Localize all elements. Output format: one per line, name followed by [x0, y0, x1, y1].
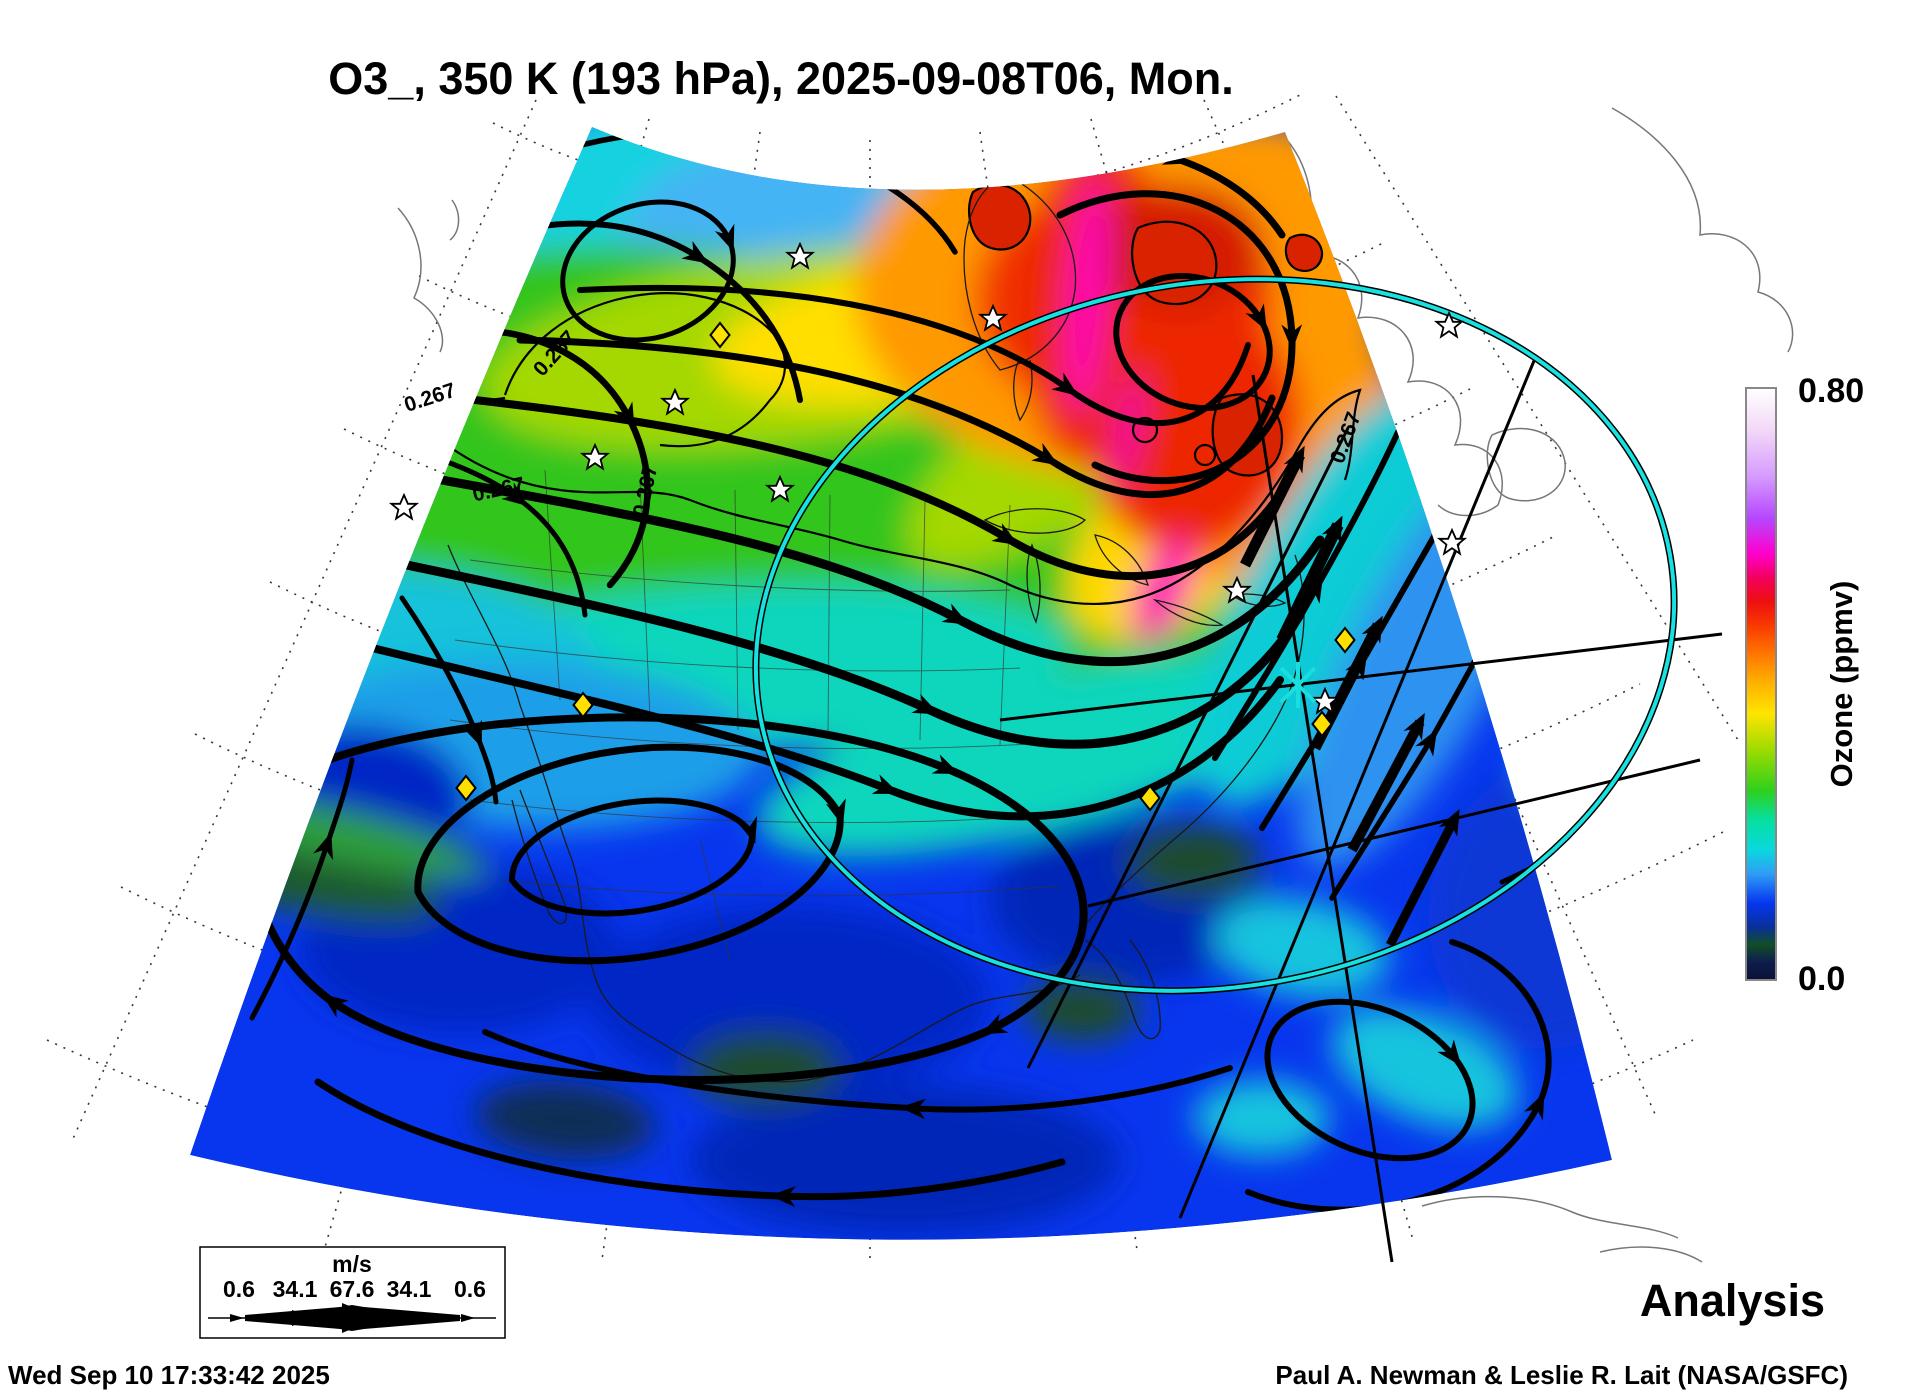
coastline-outside-fan	[397, 107, 1794, 1263]
colorbar-max-label: 0.80	[1798, 372, 1864, 410]
contour-label: 0.267	[401, 379, 458, 417]
credit-line: Paul A. Newman & Leslie R. Lait (NASA/GS…	[1275, 1360, 1848, 1390]
wind-legend-value: 34.1	[387, 1276, 432, 1302]
wind-speed-legend: m/s 0.6 34.1 67.6 34.1 0.6	[199, 1246, 506, 1339]
range-ring	[752, 275, 1678, 995]
analysis-label: Analysis	[1640, 1275, 1825, 1326]
wind-legend-value: 34.1	[273, 1276, 318, 1302]
wind-legend-unit: m/s	[332, 1251, 372, 1277]
wind-legend-value: 67.6	[330, 1276, 375, 1302]
cross-section-lines	[999, 355, 1723, 1263]
colorbar-min-label: 0.0	[1798, 960, 1845, 998]
render-timestamp: Wed Sep 10 17:33:42 2025	[8, 1360, 330, 1390]
colorbar-gradient	[1745, 387, 1777, 981]
city-star-marker	[390, 494, 418, 520]
map-markers	[390, 243, 1466, 811]
wind-streamlines	[247, 128, 1612, 1213]
wind-legend-arrow-glyph	[208, 1303, 496, 1333]
ozone-field	[190, 127, 1612, 1240]
colorbar-axis-label: Ozone (ppmv)	[1824, 581, 1859, 788]
crosshair-asterisk-marker	[1279, 662, 1317, 708]
wind-legend-value: 0.6	[454, 1276, 486, 1302]
wind-legend-value: 0.6	[223, 1276, 255, 1302]
colorbar: 0.80 0.0 Ozone (ppmv)	[1745, 372, 1864, 998]
city-star-marker	[1438, 529, 1466, 555]
page-title: O3_, 350 K (193 hPa), 2025-09-08T06, Mon…	[328, 53, 1233, 104]
